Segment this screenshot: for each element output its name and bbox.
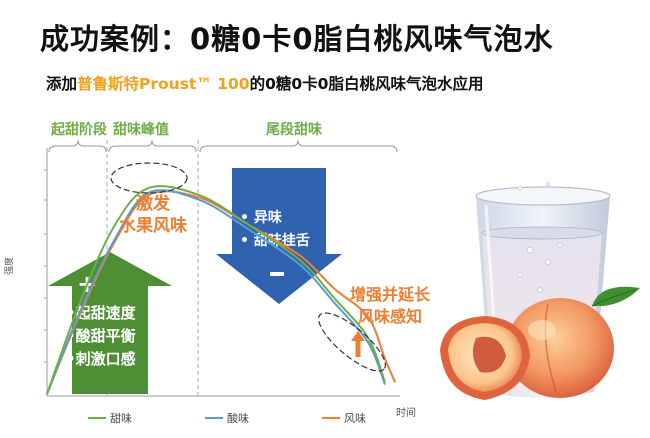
peach-slice-image: [440, 316, 530, 400]
phase-bracket-2: [108, 139, 197, 153]
phase-label-peak: 甜味峰值: [113, 121, 169, 138]
legend: 甜味 酸味 风味: [88, 411, 366, 425]
extend-callout-line-1: 增强并延长: [350, 285, 431, 304]
minus-symbol: [270, 272, 284, 276]
phase-bracket-1: [48, 139, 107, 153]
plus-item-1: •起甜速度: [66, 304, 137, 322]
x-axis-label: 时间: [396, 406, 416, 419]
phase-label-tail: 尾段甜味: [266, 121, 322, 138]
peak-callout-ellipse: [110, 162, 188, 194]
plus-item-3: •刺激口感: [66, 350, 136, 368]
sweet-curve: [46, 185, 386, 395]
subtitle-prefix: 添加: [46, 75, 78, 93]
extend-arrow-head: [351, 331, 365, 341]
legend-label-sweet: 甜味: [110, 412, 132, 425]
subtitle: 添加普鲁斯特Proust™ 100的0糖0卡0脂白桃风味气泡水应用: [46, 72, 483, 94]
subtitle-brand: 普鲁斯特Proust™ 100: [77, 75, 250, 93]
extend-callout-line-2: 风味感知: [358, 307, 422, 326]
phase-bracket-3: [199, 139, 398, 153]
plus-arrow: + •起甜速度 •酸甜平衡 •刺激口感: [48, 252, 172, 394]
page-title: 成功案例：0糖0卡0脂白桃风味气泡水: [40, 22, 554, 56]
plus-item-2: •酸甜平衡: [66, 327, 136, 345]
peak-callout-line-2: 水果风味: [119, 215, 187, 236]
curves: [46, 185, 397, 395]
y-ticks: [44, 169, 47, 363]
minus-item-1: • 异味: [240, 210, 282, 226]
legend-label-flavor: 风味: [344, 412, 366, 425]
phase-label-start: 起甜阶段: [50, 121, 107, 138]
y-axis-label: 强度: [3, 257, 15, 275]
legend-label-sour: 酸味: [227, 411, 249, 425]
peach-image: [506, 286, 640, 398]
extend-callout-ellipse: [317, 312, 387, 372]
sour-curve: [46, 189, 386, 395]
subtitle-suffix: 的0糖0卡0脂白桃风味气泡水应用: [249, 75, 484, 93]
peak-callout-line-1: 激发: [136, 193, 171, 214]
